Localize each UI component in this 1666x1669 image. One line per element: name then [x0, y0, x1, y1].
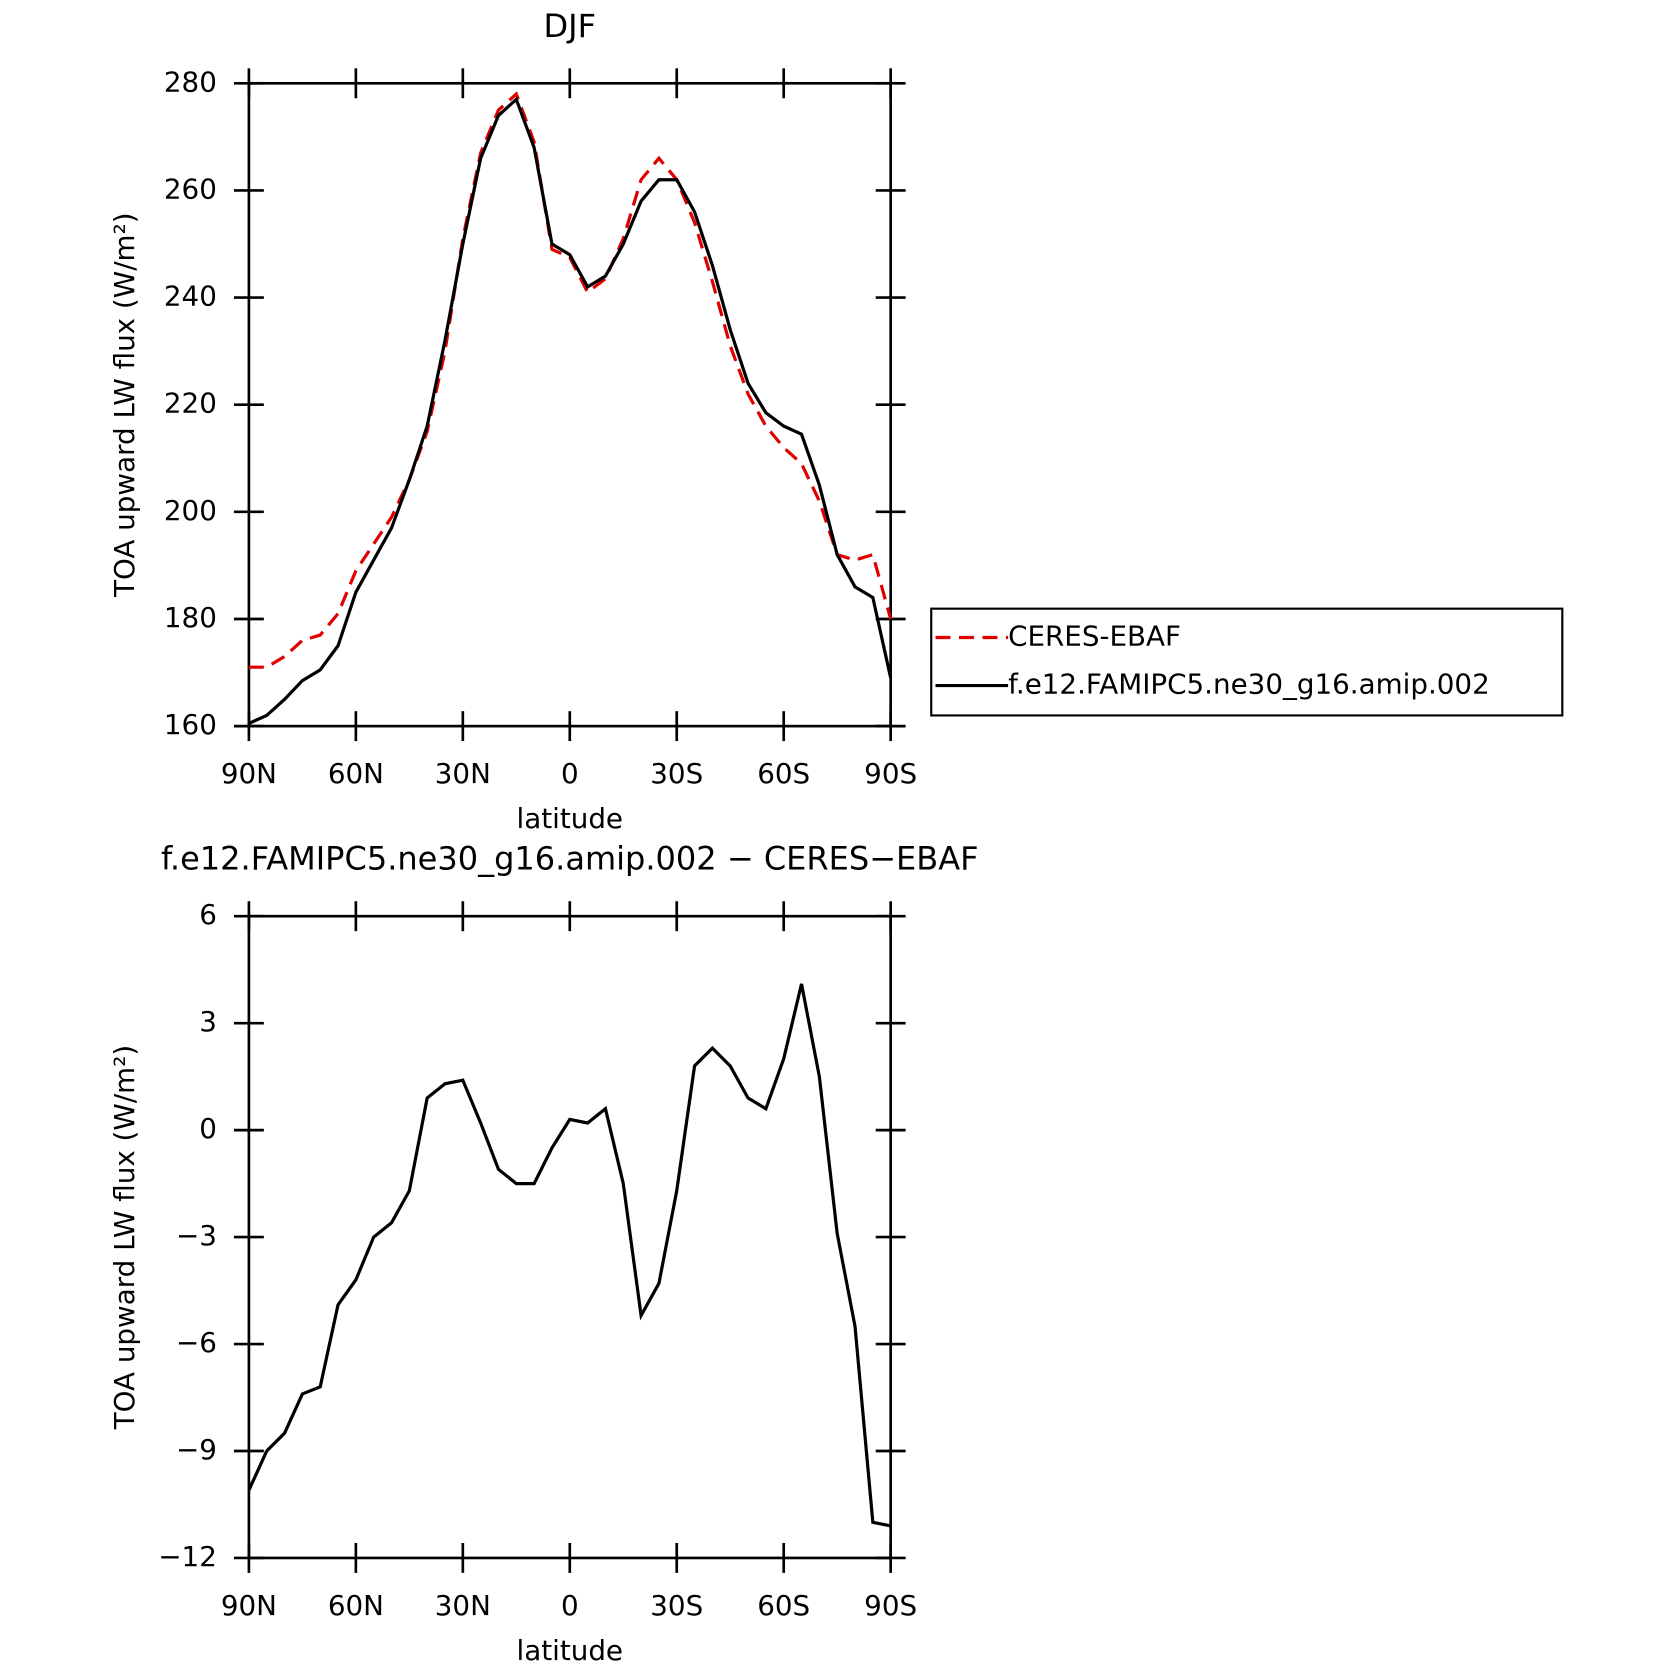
- x-axis-label: latitude: [517, 802, 623, 835]
- x-tick-label: 60S: [757, 1589, 810, 1622]
- y-tick-label: 280: [164, 65, 217, 98]
- y-tick-label: −6: [176, 1326, 217, 1359]
- x-tick-label: 0: [561, 1589, 579, 1622]
- y-tick-label: 180: [164, 601, 217, 634]
- legend-box: [930, 607, 1564, 717]
- x-tick-label: 60S: [757, 757, 810, 790]
- x-tick-label: 30S: [650, 757, 703, 790]
- y-tick-label: −9: [176, 1433, 217, 1466]
- y-tick-label: 160: [164, 708, 217, 741]
- y-tick-label: −12: [158, 1540, 217, 1573]
- x-tick-label: 60N: [328, 1589, 384, 1622]
- series-line: [248, 96, 893, 725]
- x-axis-label: latitude: [517, 1634, 623, 1667]
- series-line: [248, 91, 893, 669]
- y-tick-label: 220: [164, 387, 217, 420]
- x-tick-label: 90N: [221, 757, 277, 790]
- y-axis-label: TOA upward LW flux (W/m²): [108, 1045, 141, 1430]
- x-tick-label: 90S: [864, 1589, 917, 1622]
- series-line: [247, 983, 891, 1528]
- x-tick-label: 90S: [864, 757, 917, 790]
- y-tick-label: 240: [164, 280, 217, 313]
- y-tick-label: 200: [164, 494, 217, 527]
- y-tick-label: 6: [199, 898, 217, 931]
- x-tick-label: 30S: [650, 1589, 703, 1622]
- x-tick-label: 30N: [435, 757, 491, 790]
- chart-title: f.e12.FAMIPC5.ne30_g16.amip.002 − CERES−…: [161, 840, 979, 878]
- legend-label: CERES-EBAF: [1008, 619, 1181, 652]
- y-axis-label: TOA upward LW flux (W/m²): [108, 212, 141, 597]
- chart-title: DJF: [544, 7, 597, 45]
- x-tick-label: 0: [561, 757, 579, 790]
- x-tick-label: 60N: [328, 757, 384, 790]
- y-tick-label: −3: [176, 1219, 217, 1252]
- x-tick-label: 30N: [435, 1589, 491, 1622]
- legend-label: f.e12.FAMIPC5.ne30_g16.amip.002: [1008, 668, 1490, 701]
- y-tick-label: 260: [164, 172, 217, 205]
- y-tick-label: 3: [199, 1005, 217, 1038]
- x-tick-label: 90N: [221, 1589, 277, 1622]
- y-tick-label: 0: [199, 1112, 217, 1145]
- plot-frame: [247, 81, 892, 728]
